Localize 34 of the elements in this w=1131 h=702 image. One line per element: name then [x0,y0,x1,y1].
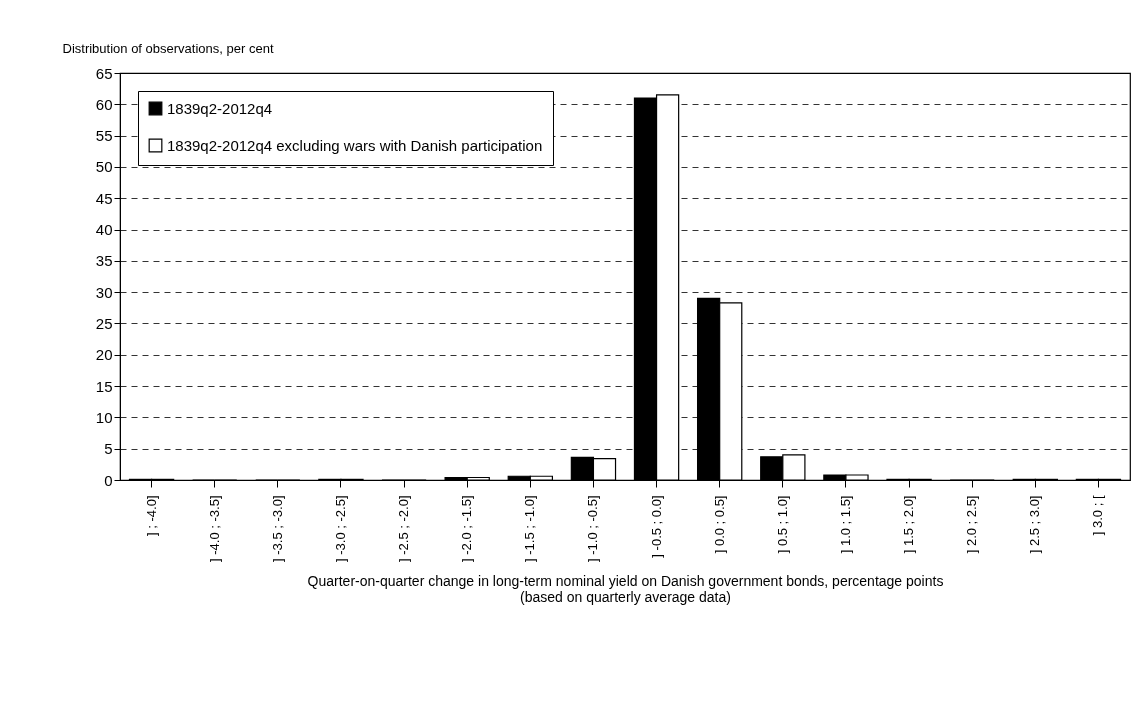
y-tick-label: 50 [95,158,113,176]
y-tick-label: 5 [104,440,113,458]
y-tick-label: 60 [95,95,113,113]
x-tick-label: ] -1.0 ; -0.5] [585,495,601,562]
x-tick-label: ] 2.0 ; 2.5] [964,495,980,554]
x-tick-label: ] 0.0 ; 0.5] [711,495,727,554]
y-tick-label: 35 [95,252,113,270]
x-tick-label: ] 0.5 ; 1.0] [774,495,790,554]
y-tick-label: 65 [95,64,113,82]
y-axis-title: Distribution of observations, per cent [62,40,274,56]
x-axis-title: Quarter-on-quarter change in long-term nominal yield on Danish government bonds, percentage points (based on quarterly average data) [307,573,944,606]
x-tick-label: ] -3.0 ; -2.5] [332,495,348,562]
y-tick-label: 55 [95,127,113,145]
x-tick-label: ] 3.0 ; [ [1090,495,1106,536]
x-tick-label: ] -0.5 ; 0.0] [648,495,664,558]
y-tick-label: 30 [95,283,113,301]
legend-label: 1839q2-2012q4 excluding wars with Danish participation [167,136,543,154]
x-tick-label: ] -4.0 ; -3.5] [206,495,222,562]
legend-label: 1839q2-2012q4 [167,99,273,117]
y-tick-label: 0 [104,471,113,489]
y-tick-label: 10 [95,408,113,426]
x-tick-label: ] -2.5 ; -2.0] [396,495,412,562]
y-tick-label: 20 [95,346,113,364]
x-tick-label: ] -1.5 ; -1.0] [522,495,538,562]
x-tick-label: ] -3.5 ; -3.0] [269,495,285,562]
x-tick-label: ] 2.5 ; 3.0] [1027,495,1043,554]
x-tick-label: ] -2.0 ; -1.5] [459,495,475,562]
y-tick-label: 15 [95,377,113,395]
y-tick-label: 45 [95,189,113,207]
y-tick-label: 25 [95,314,113,332]
x-tick-label: ] 1.5 ; 2.0] [901,495,917,554]
x-tick-label: ] ; -4.0] [143,495,159,536]
x-tick-label: ] 1.0 ; 1.5] [837,495,853,554]
y-tick-label: 40 [95,221,113,239]
